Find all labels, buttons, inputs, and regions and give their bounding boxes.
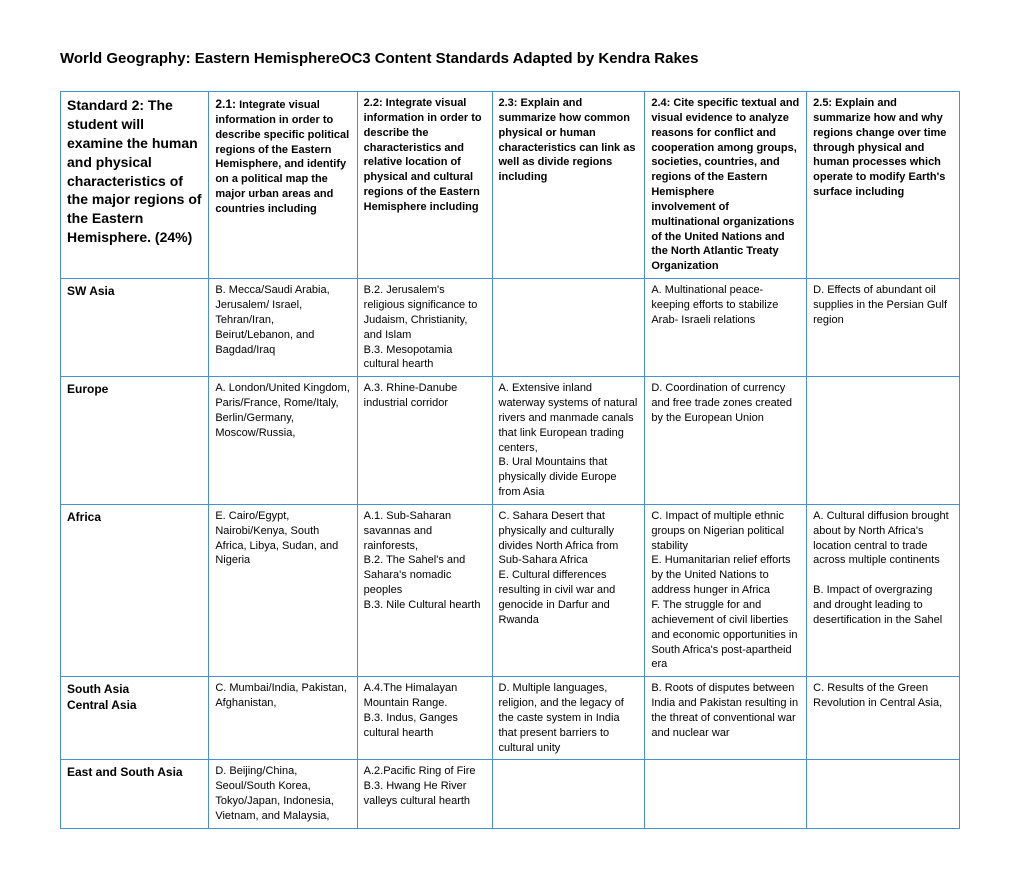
table-row: Europe A. London/United Kingdom, Paris/F…: [61, 377, 960, 505]
header-col-2-4: 2.4: Cite specific textual and visual ev…: [645, 92, 807, 279]
cell: D. Multiple languages, religion, and the…: [492, 677, 645, 760]
cell: A. Extensive inland waterway systems of …: [492, 377, 645, 505]
table-header-row: Standard 2: The student will examine the…: [61, 92, 960, 279]
row-label: SW Asia: [61, 279, 209, 377]
table-row: East and South Asia D. Beijing/China, Se…: [61, 760, 960, 828]
header-2-1-lead: 2.1:: [215, 97, 236, 111]
cell: B.2. Jerusalem's religious significance …: [357, 279, 492, 377]
cell: E. Cairo/Egypt, Nairobi/Kenya, South Afr…: [209, 504, 357, 676]
table-row: South Asia Central Asia C. Mumbai/India,…: [61, 677, 960, 760]
header-col-2-5: 2.5: Explain and summarize how and why r…: [807, 92, 960, 279]
cell: B. Mecca/Saudi Arabia, Jerusalem/ Israel…: [209, 279, 357, 377]
cell: A.4.The Himalayan Mountain Range. B.3. I…: [357, 677, 492, 760]
cell: C. Impact of multiple ethnic groups on N…: [645, 504, 807, 676]
cell: C. Results of the Green Revolution in Ce…: [807, 677, 960, 760]
cell: D. Beijing/China, Seoul/South Korea, Tok…: [209, 760, 357, 828]
cell: A. Cultural diffusion brought about by N…: [807, 504, 960, 676]
cell: A. Multinational peace-keeping efforts t…: [645, 279, 807, 377]
row-label: Africa: [61, 504, 209, 676]
cell: [807, 760, 960, 828]
standards-table: Standard 2: The student will examine the…: [60, 91, 960, 829]
cell: A.2.Pacific Ring of Fire B.3. Hwang He R…: [357, 760, 492, 828]
header-col-2-3: 2.3: Explain and summarize how common ph…: [492, 92, 645, 279]
cell: D. Coordination of currency and free tra…: [645, 377, 807, 505]
cell: B. Roots of disputes between India and P…: [645, 677, 807, 760]
cell: C. Mumbai/India, Pakistan, Afghanistan,: [209, 677, 357, 760]
cell: [492, 760, 645, 828]
table-row: SW Asia B. Mecca/Saudi Arabia, Jerusalem…: [61, 279, 960, 377]
cell: [645, 760, 807, 828]
cell: C. Sahara Desert that physically and cul…: [492, 504, 645, 676]
page-title: World Geography: Eastern HemisphereOC3 C…: [60, 50, 960, 67]
row-label: Europe: [61, 377, 209, 505]
cell: A.3. Rhine-Danube industrial corridor: [357, 377, 492, 505]
cell: A.1. Sub-Saharan savannas and rainforest…: [357, 504, 492, 676]
table-row: Africa E. Cairo/Egypt, Nairobi/Kenya, So…: [61, 504, 960, 676]
cell: A. London/United Kingdom, Paris/France, …: [209, 377, 357, 505]
header-col-2-1: 2.1: Integrate visual information in ord…: [209, 92, 357, 279]
cell: [492, 279, 645, 377]
row-label: South Asia Central Asia: [61, 677, 209, 760]
cell: D. Effects of abundant oil supplies in t…: [807, 279, 960, 377]
header-2-1-text: Integrate visual information in order to…: [215, 99, 349, 215]
header-col-2-2: 2.2: Integrate visual information in ord…: [357, 92, 492, 279]
header-main: Standard 2: The student will examine the…: [61, 92, 209, 279]
cell: [807, 377, 960, 505]
row-label: East and South Asia: [61, 760, 209, 828]
